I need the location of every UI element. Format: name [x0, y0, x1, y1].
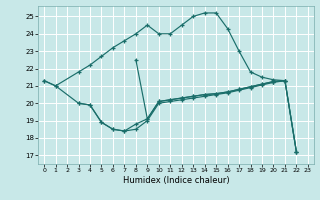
X-axis label: Humidex (Indice chaleur): Humidex (Indice chaleur) — [123, 176, 229, 185]
